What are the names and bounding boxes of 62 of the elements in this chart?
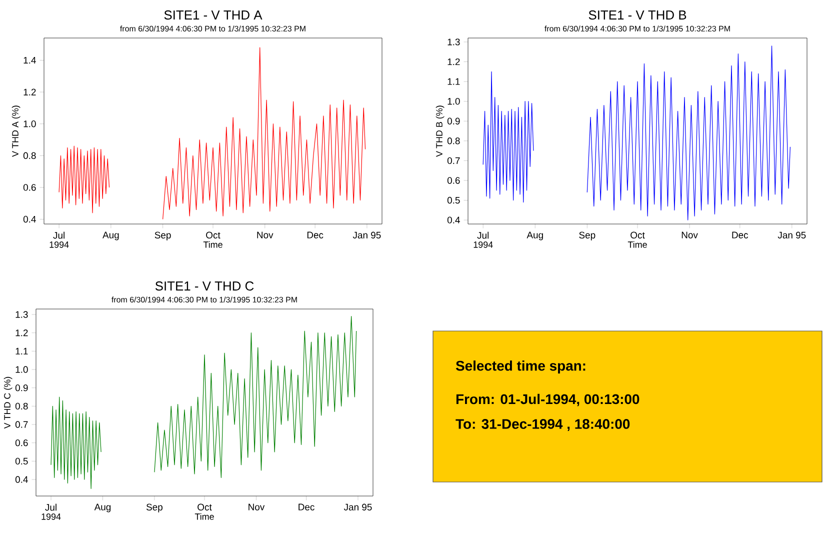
y-tick-label: 1.1: [448, 78, 460, 85]
x-axis-title: Time: [628, 241, 647, 248]
y-tick-label: 0.6: [447, 177, 460, 184]
x-tick-label: Dec: [298, 504, 314, 510]
y-tick-label: 1.3: [448, 38, 460, 46]
y-tick-label: 0.4: [23, 216, 36, 223]
x-axis-title: Time: [194, 513, 214, 520]
x-tick-label: Oct: [630, 232, 645, 238]
y-tick-label: 1.2: [448, 58, 460, 66]
text: 1994: [50, 241, 69, 248]
x-axis-title: Time: [203, 241, 222, 248]
x-tick-label: Sep: [146, 504, 162, 512]
x-tick-label: Jul: [477, 232, 489, 239]
chart-title: SITE1 - V THD B: [588, 10, 686, 20]
y-axis-title: V THD A (%): [12, 106, 20, 157]
x-tick-label: Dec: [732, 232, 748, 238]
y-tick-label: 0.8: [23, 152, 36, 159]
y-tick-label: 1.2: [16, 330, 28, 336]
y-tick-label: 0.6: [23, 184, 36, 191]
text: To: 31-Dec-1994 , 18:40:00: [456, 419, 630, 431]
chart-title: SITE1 - V THD A: [164, 10, 262, 20]
text: Selected time span:: [456, 360, 586, 374]
y-tick-label: 0.5: [15, 458, 28, 465]
y-tick-label: 1.1: [16, 348, 28, 354]
y-tick-label: 0.6: [15, 439, 28, 446]
x-tick-label: Nov: [257, 232, 274, 238]
y-tick-label: 1.0: [448, 98, 460, 105]
y-tick-label: 1.4: [24, 56, 36, 64]
y-axis-title: V THD C (%): [4, 376, 12, 429]
y-tick-label: 1.3: [16, 311, 28, 318]
x-tick-label: Sep: [154, 232, 171, 240]
y-tick-label: 0.4: [447, 216, 460, 224]
y-tick-label: 0.4: [15, 476, 28, 483]
x-tick-label: Oct: [198, 504, 212, 510]
text: 1994: [474, 241, 493, 248]
y-tick-label: 1.0: [24, 120, 36, 128]
x-tick-label: Aug: [102, 232, 119, 240]
x-tick-label: Jan 95: [778, 232, 806, 238]
text: From: 01-Jul-1994, 00:13:00: [456, 394, 640, 406]
x-tick-label: Dec: [307, 232, 324, 238]
text: 1994: [42, 513, 61, 520]
x-tick-label: Oct: [206, 232, 220, 238]
y-tick-label: 0.9: [447, 118, 460, 124]
x-tick-label: Jan 95: [352, 232, 381, 238]
y-tick-label: 1.2: [24, 88, 36, 96]
y-tick-label: 0.5: [447, 196, 460, 204]
y-tick-label: 0.8: [15, 402, 28, 410]
y-axis-title: V THD B (%): [436, 106, 444, 157]
y-tick-label: 0.9: [15, 384, 28, 392]
x-tick-label: Jul: [45, 504, 56, 511]
x-tick-label: Aug: [94, 504, 111, 512]
y-tick-label: 1.0: [16, 366, 28, 373]
y-tick-label: 0.7: [447, 157, 460, 164]
x-tick-label: Jan 95: [344, 504, 372, 510]
x-tick-label: Jul: [53, 232, 64, 239]
y-tick-label: 0.7: [15, 421, 28, 428]
y-tick-label: 0.8: [447, 138, 460, 144]
x-tick-label: Sep: [579, 232, 596, 240]
x-tick-label: Nov: [248, 504, 265, 510]
chart-title: SITE1 - V THD C: [155, 281, 254, 291]
x-tick-label: Nov: [682, 232, 698, 238]
x-tick-label: Aug: [526, 232, 543, 240]
